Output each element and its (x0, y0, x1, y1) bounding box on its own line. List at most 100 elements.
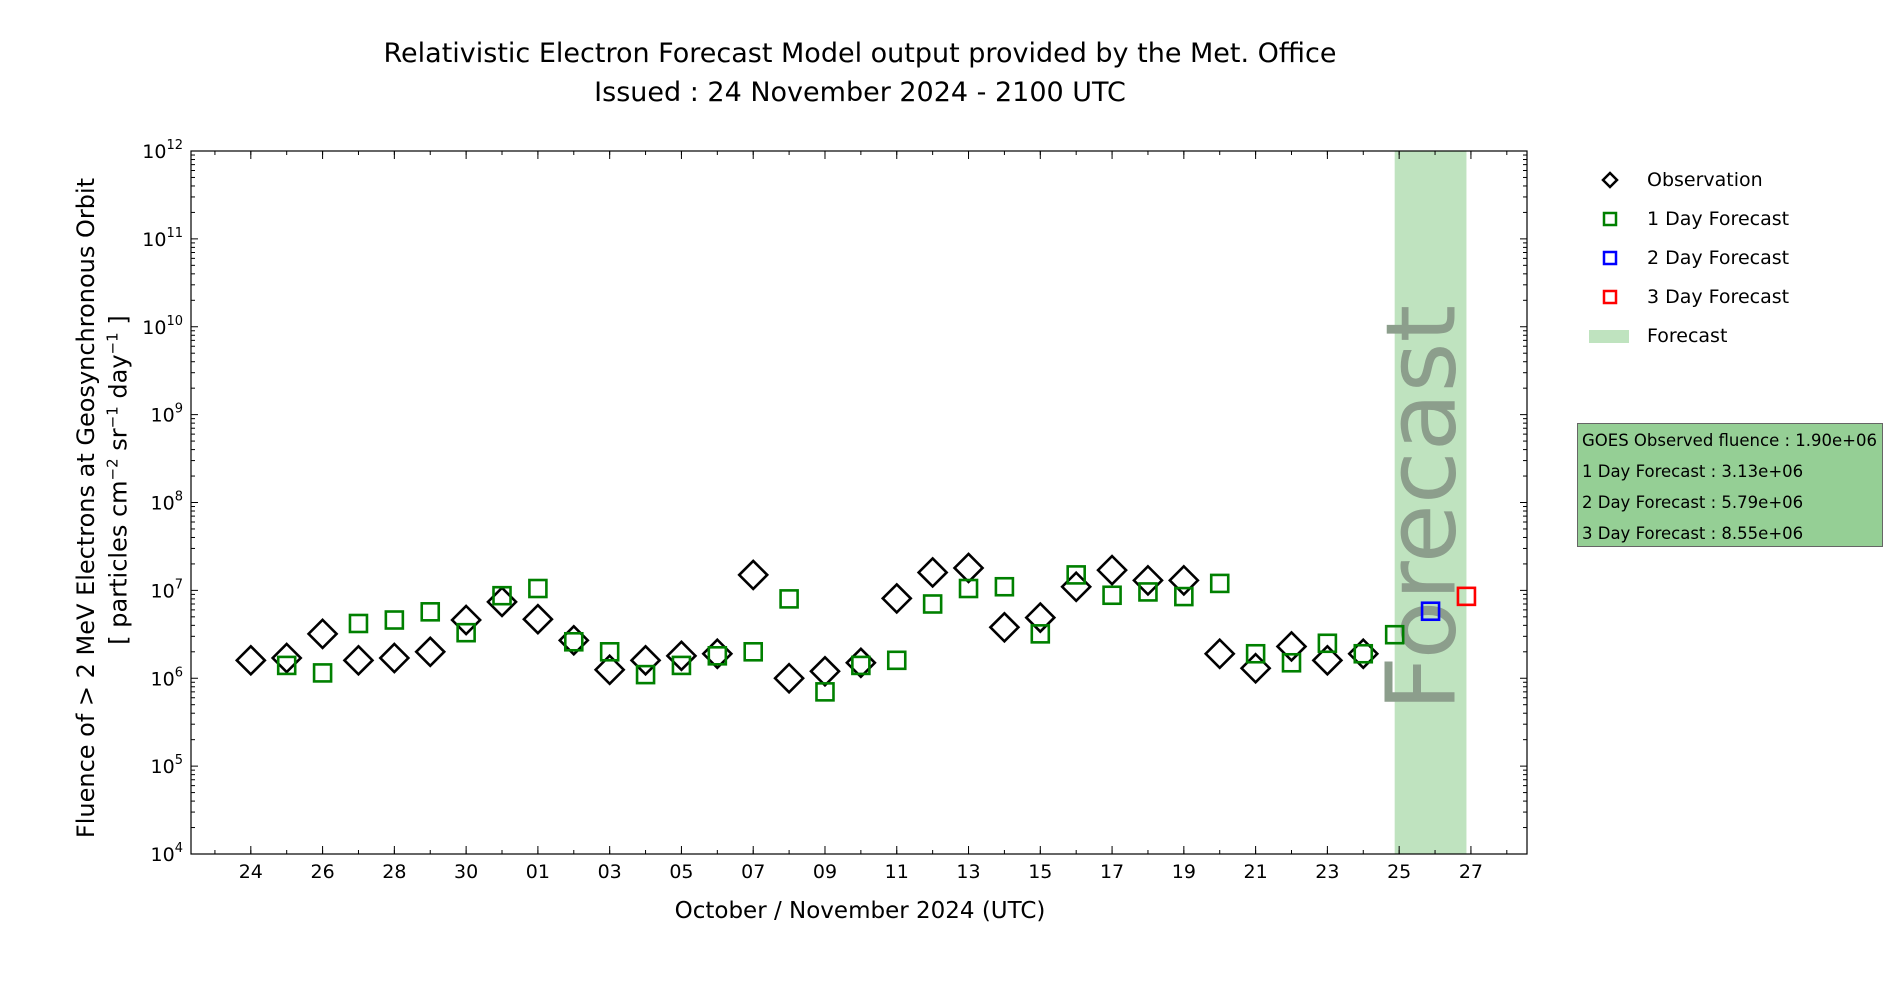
forecast-point (707, 646, 728, 666)
x-tick-label: 13 (956, 861, 980, 883)
observation-point (916, 556, 949, 589)
y-unit-sup2: −1 (103, 406, 122, 429)
chart-subtitle: Issued : 24 November 2024 - 2100 UTC (594, 77, 1126, 108)
forecast-point (348, 613, 369, 634)
observation-point (234, 644, 267, 677)
legend-label: 2 Day Forecast (1647, 246, 1790, 269)
forecast-point (1209, 573, 1230, 594)
forecast-point (1317, 633, 1338, 654)
info-observed: GOES Observed fluence : 1.90e+06 (1582, 431, 1877, 450)
y-tick-exponent: 6 (175, 665, 183, 680)
forecast-point (635, 664, 656, 685)
observation-point (1168, 564, 1200, 597)
observation-point (306, 618, 339, 650)
forecast-point (492, 585, 512, 606)
observation-point (773, 662, 805, 695)
x-tick-label: 21 (1244, 861, 1268, 883)
observation-point (1096, 554, 1128, 586)
x-tick-label: 23 (1315, 861, 1339, 883)
observation-point (342, 644, 375, 677)
forecast-point (1353, 643, 1374, 664)
forecast-point (1030, 624, 1051, 644)
y-unit-c: day (104, 354, 133, 407)
x-tick-label: 25 (1387, 861, 1411, 883)
observation-point (880, 582, 913, 615)
x-tick-label: 07 (741, 861, 765, 883)
forecast-point (779, 589, 799, 609)
x-tick-label: 28 (382, 861, 406, 883)
forecast-point (671, 655, 692, 676)
observation-point (737, 559, 770, 591)
forecast-point (528, 578, 548, 599)
x-tick-label: 03 (598, 861, 622, 883)
forecast-point (276, 655, 297, 676)
y-tick-base: 10 (142, 317, 166, 339)
observation-point (665, 639, 698, 672)
legend-item-observation: Observation (1585, 160, 1789, 199)
forecast-point (1420, 601, 1441, 622)
forecast-point (743, 641, 764, 662)
info-2-day: 2 Day Forecast : 5.79e+06 (1582, 493, 1804, 512)
forecast-point (420, 602, 441, 622)
forecast-point (1281, 652, 1302, 673)
forecast-point (815, 682, 835, 702)
observation-point (809, 655, 841, 688)
legend-item-2-day: 2 Day Forecast (1585, 238, 1789, 277)
red-square-marker-icon (1585, 287, 1635, 307)
y-tick-exponent: 12 (166, 138, 183, 153)
info-box: GOES Observed fluence : 1.90e+06 1 Day F… (1577, 423, 1883, 547)
diamond-marker-icon (1585, 170, 1635, 190)
observation-point (414, 635, 447, 668)
legend-item-3-day: 3 Day Forecast (1585, 277, 1789, 316)
observation-point (1311, 644, 1344, 677)
x-tick-label: 09 (813, 861, 837, 883)
forecast-point (599, 641, 620, 662)
forecast-band-label: Forecast (1366, 305, 1478, 711)
y-unit-sup3: −1 (103, 332, 122, 355)
observation-point (1203, 637, 1236, 670)
y-tick-label: 108 (151, 490, 183, 515)
forecast-patch-icon (1585, 328, 1635, 344)
chart-title: Relativistic Electron Forecast Model out… (383, 38, 1337, 69)
observation-point (450, 604, 482, 636)
forecast-band (1394, 151, 1467, 854)
x-tick-label: 26 (310, 861, 334, 883)
x-tick-label: 11 (885, 861, 909, 883)
y-tick-base: 10 (142, 229, 166, 251)
y-axis-label-line2: [ particles cm−2 sr−1 day−1 ] (104, 315, 133, 644)
legend-item-forecast-band: Forecast (1585, 316, 1789, 355)
y-tick-base: 10 (142, 141, 166, 163)
info-1-day: 1 Day Forecast : 3.13e+06 (1582, 462, 1804, 481)
blue-square-marker-icon (1585, 248, 1635, 268)
plot-frame (190, 150, 1528, 855)
forecast-point (1174, 586, 1194, 607)
legend-label: 3 Day Forecast (1647, 285, 1790, 308)
y-tick-exponent: 4 (175, 841, 183, 856)
green-square-marker-icon (1585, 209, 1635, 229)
legend: Observation 1 Day Forecast 2 Day Forecas… (1585, 160, 1789, 355)
observation-point (1024, 601, 1057, 634)
observation-point (629, 644, 662, 677)
y-tick-exponent: 9 (175, 402, 183, 417)
legend-item-1-day: 1 Day Forecast (1585, 199, 1789, 238)
observation-point (270, 642, 303, 674)
forecast-point (1245, 643, 1266, 664)
y-unit-sup1: −2 (103, 458, 122, 481)
y-unit-a: [ particles cm (104, 480, 133, 645)
forecast-point (1456, 586, 1477, 607)
observation-point (593, 653, 626, 686)
forecast-point (456, 622, 476, 643)
observation-point (378, 642, 411, 674)
legend-label: Forecast (1647, 324, 1728, 347)
x-tick-label: 05 (669, 861, 693, 883)
y-tick-label: 106 (151, 665, 183, 690)
y-tick-base: 10 (151, 580, 175, 602)
observation-point (522, 603, 554, 636)
legend-label: Observation (1647, 168, 1763, 191)
y-tick-base: 10 (151, 668, 175, 690)
forecast-point (312, 663, 333, 683)
x-tick-label: 30 (454, 861, 478, 883)
y-tick-label: 1011 (142, 226, 183, 251)
info-3-day: 3 Day Forecast : 8.55e+06 (1582, 524, 1804, 543)
